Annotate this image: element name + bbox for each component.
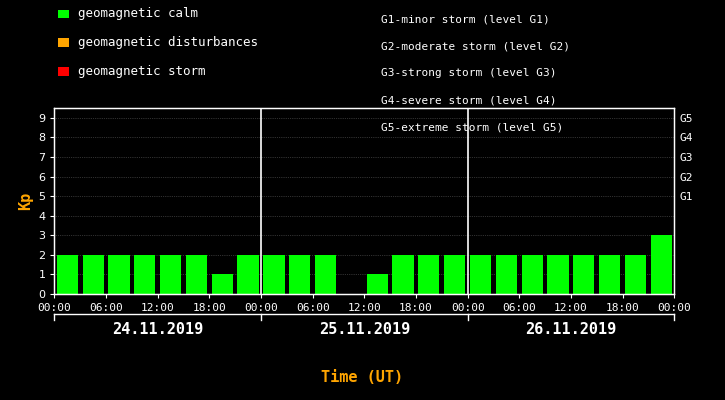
Text: 26.11.2019: 26.11.2019 — [526, 322, 616, 338]
Bar — [573, 255, 594, 294]
Text: 24.11.2019: 24.11.2019 — [112, 322, 203, 338]
Text: Time (UT): Time (UT) — [321, 370, 404, 386]
Bar — [160, 255, 181, 294]
Bar — [599, 255, 621, 294]
Text: geomagnetic disturbances: geomagnetic disturbances — [78, 36, 258, 49]
Text: geomagnetic calm: geomagnetic calm — [78, 8, 198, 20]
Bar — [496, 255, 517, 294]
Y-axis label: Kp: Kp — [17, 192, 33, 210]
Bar — [418, 255, 439, 294]
Text: G4-severe storm (level G4): G4-severe storm (level G4) — [381, 96, 556, 106]
Bar — [367, 274, 388, 294]
Bar — [392, 255, 414, 294]
Bar — [186, 255, 207, 294]
Bar — [547, 255, 568, 294]
Text: 25.11.2019: 25.11.2019 — [319, 322, 410, 338]
Bar — [108, 255, 130, 294]
Bar — [521, 255, 543, 294]
Bar — [57, 255, 78, 294]
Bar — [470, 255, 491, 294]
Bar — [289, 255, 310, 294]
Text: G2-moderate storm (level G2): G2-moderate storm (level G2) — [381, 41, 570, 51]
Bar — [625, 255, 646, 294]
Bar — [444, 255, 465, 294]
Bar — [651, 235, 672, 294]
Bar — [315, 255, 336, 294]
Text: G5-extreme storm (level G5): G5-extreme storm (level G5) — [381, 123, 563, 133]
Text: G3-strong storm (level G3): G3-strong storm (level G3) — [381, 68, 556, 78]
Text: geomagnetic storm: geomagnetic storm — [78, 65, 205, 78]
Bar — [212, 274, 233, 294]
Bar — [134, 255, 155, 294]
Text: G1-minor storm (level G1): G1-minor storm (level G1) — [381, 14, 550, 24]
Bar — [83, 255, 104, 294]
Bar — [238, 255, 259, 294]
Bar — [263, 255, 284, 294]
